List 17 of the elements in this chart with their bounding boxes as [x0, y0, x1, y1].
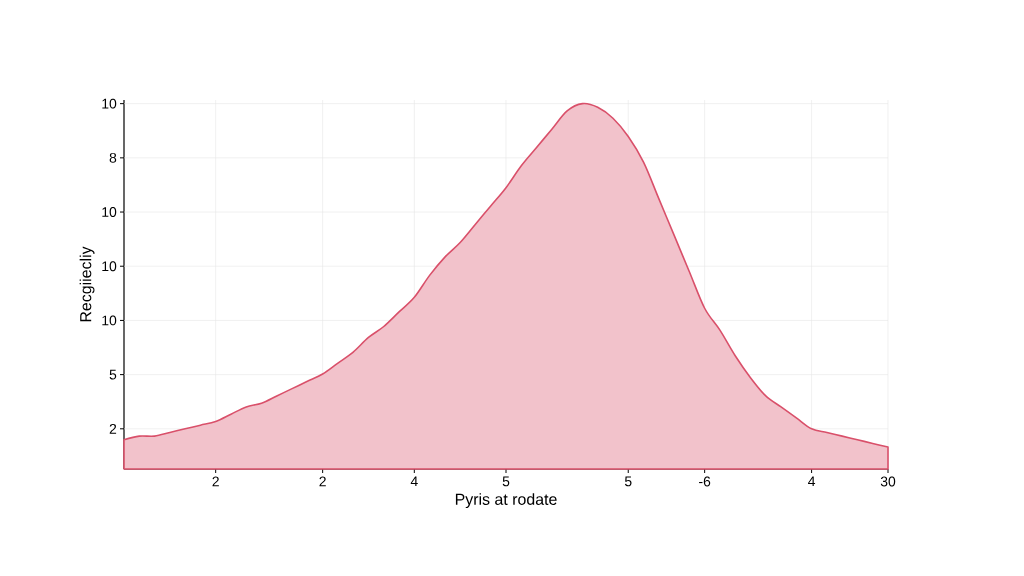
text: 10 [102, 98, 117, 109]
text: 10 [102, 261, 117, 272]
text: 5 [109, 369, 117, 380]
x-tick-label: 30 [880, 476, 896, 487]
text: 10 [102, 315, 117, 326]
x-tick-label: 5 [624, 476, 632, 487]
text: 10 [102, 207, 117, 217]
x-tick-label: 2 [212, 476, 219, 487]
y-axis-title: Recgiiecliy [79, 246, 95, 322]
x-tick-label: 5 [502, 476, 510, 487]
x-tick-label: 4 [410, 476, 418, 487]
x-axis-title: Pyris at rodate [455, 493, 557, 509]
text: 2 [109, 423, 117, 434]
x-tick-label: -6 [699, 476, 711, 487]
x-tick-label: 2 [319, 476, 326, 487]
text: 8 [109, 152, 117, 163]
x-tick-label: 4 [808, 476, 816, 487]
